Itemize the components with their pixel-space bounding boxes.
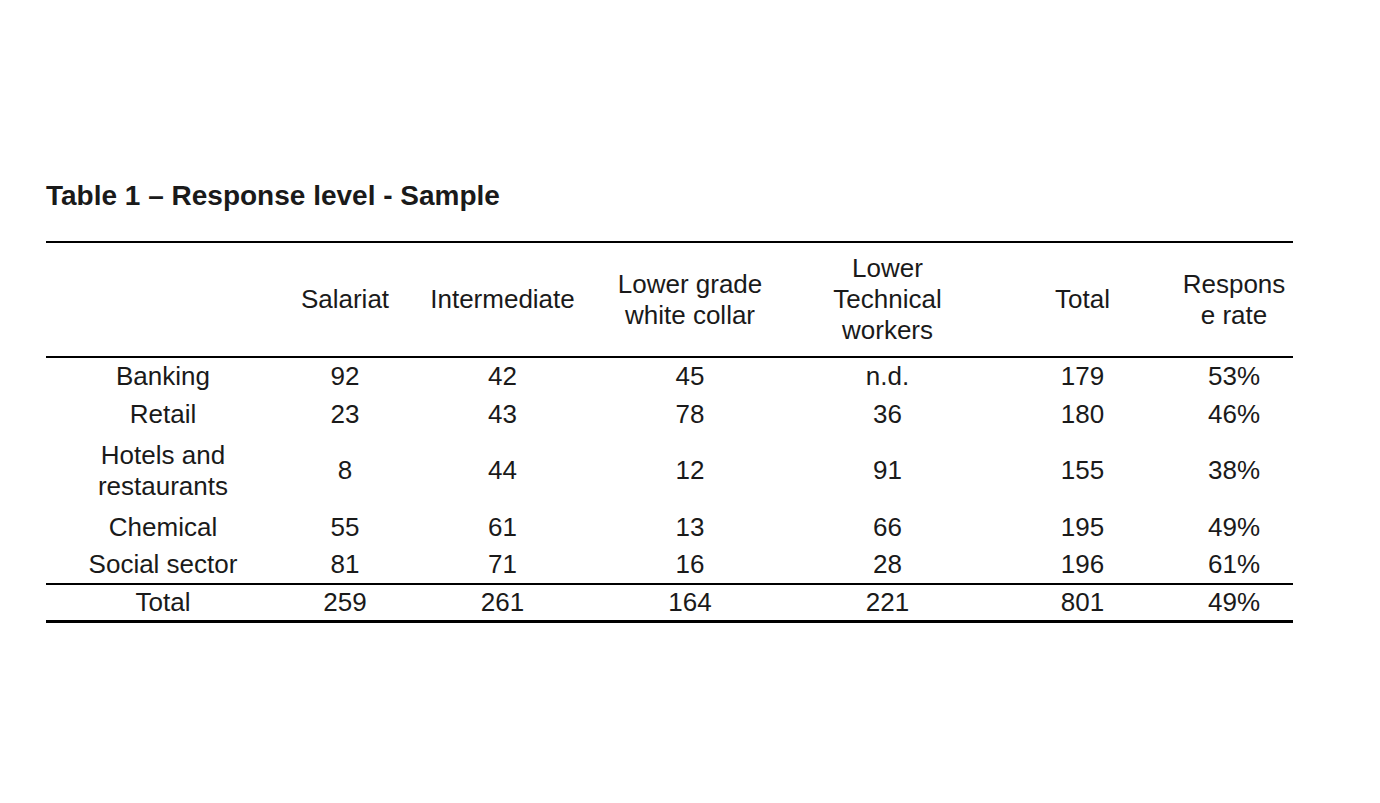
table-cell: 155 [990,433,1175,508]
table-cell: 44 [410,433,595,508]
page: Table 1 – Response level - Sample Salari… [0,0,1380,803]
table-row-banking: Banking 92 42 45 n.d. 179 53% [46,357,1293,395]
table-cell: 55 [280,508,410,546]
table-row-chemical: Chemical 55 61 13 66 195 49% [46,508,1293,546]
table-cell: 180 [990,395,1175,433]
row-label: Total [46,584,280,621]
header-cell-lower-grade: Lower grade white collar [595,242,785,357]
table-cell: 43 [410,395,595,433]
table-cell: 66 [785,508,990,546]
table-row-retail: Retail 23 43 78 36 180 46% [46,395,1293,433]
table-cell: 12 [595,433,785,508]
header-cell-lower-technical: Lower Technical workers [785,242,990,357]
table-header-row: Salariat Intermediate Lower grade white … [46,242,1293,357]
table-cell: 49% [1175,508,1293,546]
table-cell: 8 [280,433,410,508]
table-cell: 221 [785,584,990,621]
table-cell: 42 [410,357,595,395]
table-cell: 196 [990,546,1175,584]
table-cell: 164 [595,584,785,621]
table-cell: 13 [595,508,785,546]
table-cell: 259 [280,584,410,621]
table-cell: 23 [280,395,410,433]
table-cell: 49% [1175,584,1293,621]
table-cell: 36 [785,395,990,433]
table-cell: 38% [1175,433,1293,508]
table-row-total: Total 259 261 164 221 801 49% [46,584,1293,621]
header-cell-empty [46,242,280,357]
row-label: Social sector [46,546,280,584]
table-cell: 61 [410,508,595,546]
table-cell: 81 [280,546,410,584]
table-title: Table 1 – Response level - Sample [46,180,500,212]
table-cell: 45 [595,357,785,395]
table-row-hotels-restaurants: Hotels and restaurants 8 44 12 91 155 38… [46,433,1293,508]
table-row-social-sector: Social sector 81 71 16 28 196 61% [46,546,1293,584]
header-cell-salariat: Salariat [280,242,410,357]
data-table: Salariat Intermediate Lower grade white … [46,241,1293,623]
header-cell-intermediate: Intermediate [410,242,595,357]
row-label: Banking [46,357,280,395]
table-cell: 16 [595,546,785,584]
table-cell: 261 [410,584,595,621]
table-cell: 46% [1175,395,1293,433]
table-cell: 28 [785,546,990,584]
table-cell: 71 [410,546,595,584]
header-cell-total: Total [990,242,1175,357]
row-label: Chemical [46,508,280,546]
response-level-table: Salariat Intermediate Lower grade white … [46,241,1293,623]
table-cell: 801 [990,584,1175,621]
header-cell-response-rate: Respons e rate [1175,242,1293,357]
table-cell: 91 [785,433,990,508]
table-cell: 78 [595,395,785,433]
table-cell: 53% [1175,357,1293,395]
table-cell: n.d. [785,357,990,395]
table-cell: 92 [280,357,410,395]
table-cell: 179 [990,357,1175,395]
row-label: Retail [46,395,280,433]
table-cell: 61% [1175,546,1293,584]
row-label: Hotels and restaurants [46,433,280,508]
table-cell: 195 [990,508,1175,546]
